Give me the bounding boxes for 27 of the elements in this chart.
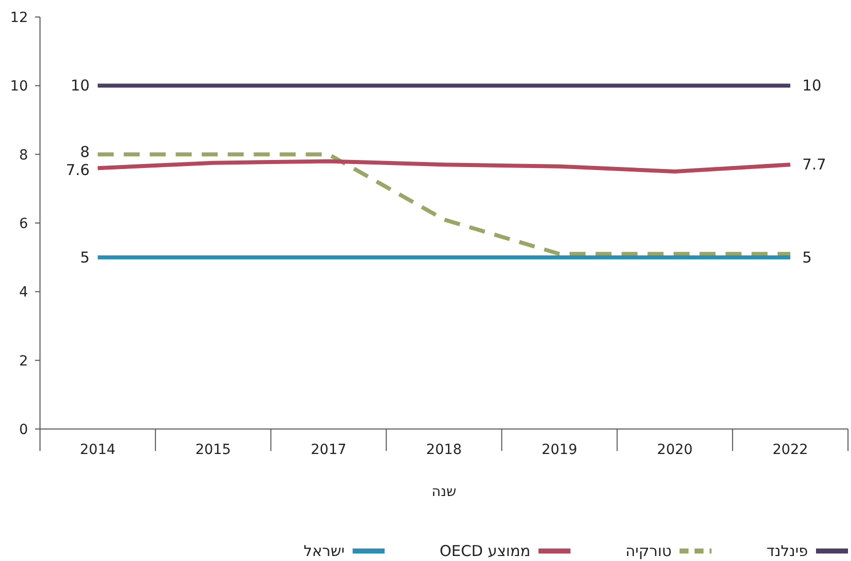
line-series: [96, 159, 792, 174]
y-tick-label: 4: [19, 284, 28, 301]
x-tick-label: 2018: [426, 442, 462, 458]
data-label: 8: [80, 143, 90, 162]
x-tick-label: 2019: [542, 442, 578, 458]
y-tick-label: 10: [10, 78, 28, 95]
legend-label: ממוצע OECD: [440, 542, 530, 560]
y-tick-label: 8: [19, 147, 28, 164]
data-label: 10: [70, 76, 90, 95]
legend-label: טורקיה: [625, 542, 672, 560]
x-tick-label: 2020: [657, 442, 693, 458]
x-axis-title: שנה: [432, 484, 456, 500]
x-tick-label: 2015: [195, 442, 231, 458]
x-tick-label: 2017: [310, 442, 346, 458]
data-label: 7.7: [802, 156, 826, 174]
legend-label: ישראל: [304, 542, 345, 560]
x-tick-label: 2022: [772, 442, 808, 458]
legend-label: פינלנד: [766, 542, 808, 560]
data-label: 10: [802, 76, 822, 95]
y-tick-label: 2: [19, 353, 28, 370]
data-label: 7.6: [66, 161, 90, 180]
y-tick-label: 12: [10, 10, 28, 26]
x-tick-label: 2014: [80, 442, 116, 458]
y-tick-label: 6: [19, 216, 28, 232]
data-label: 5: [80, 248, 90, 266]
y-tick-label: 0: [19, 422, 28, 438]
data-label: 5: [802, 248, 812, 266]
